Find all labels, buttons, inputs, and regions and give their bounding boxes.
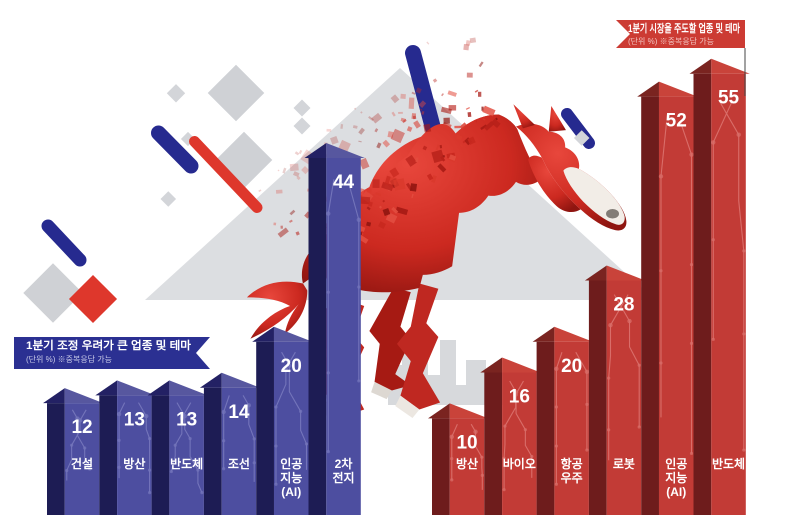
svg-text:1분기 조정 우려가 큰 업종 및 테마: 1분기 조정 우려가 큰 업종 및 테마 (26, 338, 191, 352)
svg-text:(단위 %) ※중복응답 가능: (단위 %) ※중복응답 가능 (628, 36, 714, 46)
svg-text:1분기 시장을 주도할 업종 및 테마: 1분기 시장을 주도할 업종 및 테마 (628, 21, 740, 35)
svg-text:(단위 %) ※중복응답 가능: (단위 %) ※중복응답 가능 (26, 354, 112, 364)
